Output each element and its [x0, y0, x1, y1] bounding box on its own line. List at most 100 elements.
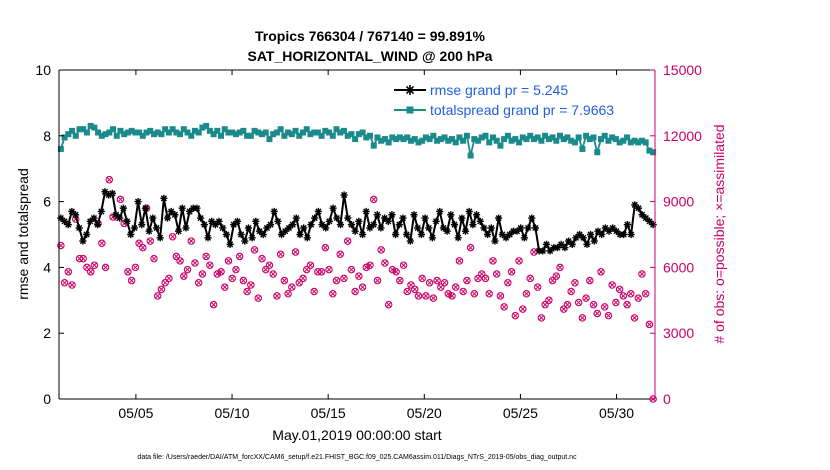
rmse-point: [634, 204, 643, 212]
spread-point: [486, 139, 493, 146]
obs-possible-point: [276, 250, 285, 258]
spread-point: [251, 127, 258, 134]
obs-possible-point: [340, 274, 348, 283]
rmse-point: [336, 221, 345, 229]
spread-point: [117, 127, 124, 134]
obs-possible-point: [593, 309, 602, 318]
spread-point: [396, 134, 403, 141]
obs-possible-point: [105, 175, 114, 184]
obs-possible-point: [638, 270, 646, 278]
obs-assimilated-point: [237, 253, 243, 260]
obs-possible-point: [496, 292, 505, 300]
obs-possible-point: [623, 300, 631, 309]
spread-point: [363, 134, 370, 141]
obs-assimilated-point: [598, 269, 604, 275]
obs-possible-point: [433, 276, 441, 285]
spread-point: [307, 131, 314, 138]
spread-point: [378, 137, 385, 144]
spread-point: [557, 132, 564, 139]
obs-assimilated-point: [322, 245, 328, 251]
spread-point: [441, 134, 448, 141]
spread-point: [635, 139, 642, 146]
left-tick-label: 10: [35, 62, 51, 78]
obs-possible-point: [552, 272, 561, 280]
legend: rmse grand pr = 5.245 totalspread grand …: [394, 82, 614, 118]
obs-assimilated-point: [456, 258, 463, 264]
rmse-point: [171, 211, 179, 219]
obs-possible-point: [485, 289, 493, 298]
rmse-point: [314, 207, 322, 216]
obs-possible-point: [582, 294, 590, 302]
spread-point: [221, 126, 228, 133]
obs-possible-point: [437, 283, 445, 291]
rmse-point: [152, 224, 161, 232]
obs-assimilated-point: [218, 269, 224, 275]
spread-point: [501, 136, 508, 143]
obs-assimilated-point: [378, 247, 384, 253]
obs-possible-point: [519, 305, 527, 313]
spread-point: [519, 134, 526, 141]
spread-point: [340, 127, 347, 134]
obs-possible-point: [60, 279, 69, 287]
spread-point: [475, 137, 482, 144]
rmse-point: [399, 214, 407, 222]
obs-assimilated-point: [169, 234, 176, 240]
obs-possible-point: [213, 270, 222, 278]
spread-point: [516, 139, 523, 146]
rmse-point: [539, 247, 547, 255]
obs-possible-point: [358, 283, 367, 291]
obs-possible-point: [247, 281, 255, 289]
rmse-point: [443, 227, 451, 235]
spread-point: [553, 137, 560, 144]
obs-possible-point: [265, 261, 274, 269]
rmse-point: [377, 224, 385, 232]
rmse-point: [638, 211, 646, 219]
spread-point: [154, 129, 161, 136]
obs-assimilated-point: [631, 315, 638, 321]
obs-assimilated-point: [181, 273, 187, 279]
rmse-point: [561, 244, 569, 252]
spread-point: [143, 129, 150, 136]
spread-point: [98, 132, 105, 139]
spread-point: [262, 129, 269, 136]
obs-assimilated-point: [594, 310, 600, 317]
rmse-point: [649, 221, 657, 229]
rmse-point: [325, 217, 334, 225]
obs-assimilated-point: [464, 277, 470, 284]
rmse-point: [90, 214, 98, 222]
rmse-point: [200, 221, 208, 229]
obs-assimilated-point: [453, 284, 459, 290]
obs-possible-point: [571, 279, 579, 287]
spread-point: [292, 127, 299, 134]
obs-assimilated-point: [490, 258, 496, 264]
spread-point: [560, 136, 567, 143]
x-tick-label: 05/20: [407, 405, 442, 421]
obs-possible-point: [589, 300, 598, 309]
rmse-point: [487, 224, 495, 232]
spread-point: [229, 129, 236, 136]
obs-possible-point: [470, 289, 479, 298]
obs-possible-point: [306, 261, 315, 269]
obs-possible-point: [366, 261, 374, 269]
spread-point: [158, 131, 165, 138]
obs-possible-point: [321, 243, 330, 252]
spread-point: [568, 137, 575, 144]
obs-assimilated-point: [564, 302, 571, 308]
obs-assimilated-point: [196, 280, 202, 286]
rmse-point: [410, 211, 418, 219]
spread-point: [367, 132, 374, 139]
obs-possible-point: [273, 292, 281, 300]
spread-point: [314, 129, 321, 136]
rmse-point: [594, 227, 602, 235]
rmse-point: [75, 224, 83, 232]
spread-point: [471, 136, 478, 143]
rmse-point: [380, 214, 389, 222]
footnote: data file: /Users/raeder/DAI/ATM_forcXX/…: [137, 454, 577, 461]
obs-assimilated-point: [382, 260, 388, 266]
left-ticks: 0 2 4 6 8 10: [35, 62, 64, 407]
rmse-point: [432, 217, 440, 225]
rmse-point: [347, 221, 356, 229]
obs-assimilated-point: [572, 280, 578, 286]
obs-possible-point: [139, 243, 147, 252]
obs-assimilated-point: [151, 255, 157, 262]
